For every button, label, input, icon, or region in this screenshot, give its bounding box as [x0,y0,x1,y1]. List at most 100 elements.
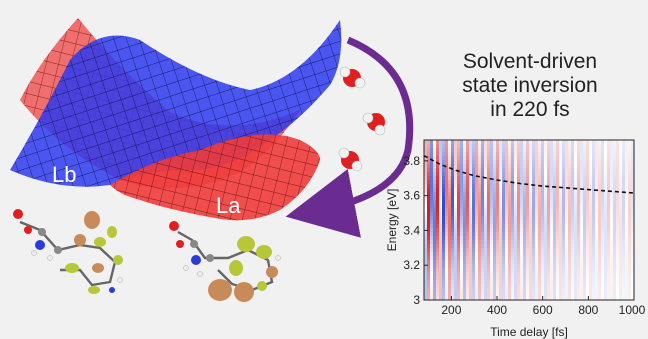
heatmap-cell [508,204,512,209]
heatmap-cell [523,244,527,249]
heatmap-cell [511,296,515,301]
heatmap-cell [544,236,548,241]
heatmap-cell [490,296,494,301]
heatmap-cell [481,172,485,177]
plot-frame [423,139,635,301]
heatmap-cell [463,292,467,297]
heatmap-cell [523,204,527,209]
heatmap-cell [493,256,497,261]
heatmap-cell [556,232,560,237]
heatmap-cell [580,256,584,261]
heatmap-cell [448,260,452,265]
heatmap-cell [577,236,581,241]
heatmap-cell [496,172,500,177]
heatmap-cell [457,204,461,209]
heatmap-cell [505,148,509,153]
heatmap-cell [538,176,542,181]
heatmap-cell [580,200,584,205]
heatmap-cell [439,168,443,173]
heatmap-cell [595,196,599,201]
heatmap-cell [466,296,470,301]
heatmap-cell [505,156,509,161]
heatmap-cell [454,296,458,301]
heatmap-cell [466,220,470,225]
heatmap-cell [577,144,581,149]
heatmap-cell [580,204,584,209]
heatmap-cell [619,276,623,281]
x-tick-label: 600 [533,303,553,317]
heatmap-cell [466,228,470,233]
heatmap-cell [430,264,434,269]
heatmap-cell [577,220,581,225]
heatmap-cell [586,288,590,293]
heatmap-cell [631,236,635,241]
heatmap-cell [586,152,590,157]
heatmap-cell [619,152,623,157]
heatmap-cell [580,172,584,177]
heatmap-cell [454,260,458,265]
heatmap-cell [619,260,623,265]
heatmap-cell [613,208,617,213]
heatmap-cell [589,176,593,181]
heatmap-cell [562,208,566,213]
heatmap-cell [568,156,572,161]
heatmap-cell [544,296,548,301]
heatmap-cell [604,172,608,177]
heatmap-cell [550,140,554,145]
heatmap-cell [541,248,545,253]
heatmap-cell [628,168,632,173]
heatmap-cell [448,216,452,221]
heatmap-cell [601,144,605,149]
heatmap-cell [550,288,554,293]
heatmap-cell [463,268,467,273]
heatmap-cell [442,284,446,289]
transient-spectrum-chart: 200 400 600 800 1000 33.23.43.63.8 Time dela… [385,139,646,339]
heatmap-cell [598,192,602,197]
heatmap-cell [586,180,590,185]
heatmap-cell [529,164,533,169]
heatmap-cell [559,144,563,149]
heatmap-cell [628,216,632,221]
heatmap-cell [433,172,437,177]
heatmap-cell [493,224,497,229]
heatmap-cell [565,208,569,213]
heatmap-cell [451,276,455,281]
heatmap-cell [496,296,500,301]
heatmap-cell [490,200,494,205]
heatmap-cell [616,296,620,301]
heatmap-cell [433,280,437,285]
heatmap-cell [442,256,446,261]
heatmap-cell [496,216,500,221]
heatmap-cell [514,228,518,233]
heatmap-cell [472,200,476,205]
heatmap-cell [445,244,449,249]
heatmap-cell [439,156,443,161]
heatmap-cell [490,152,494,157]
heatmap-cell [442,276,446,281]
heatmap-cell [478,172,482,177]
heatmap-cell [571,268,575,273]
heatmap-cell [487,188,491,193]
heatmap-cell [496,232,500,237]
heatmap-cell [598,164,602,169]
heatmap-cell [481,276,485,281]
heatmap-cell [526,164,530,169]
heatmap-cell [559,188,563,193]
heatmap-cell [478,152,482,157]
heatmap-cell [532,224,536,229]
heatmap-cell [625,180,629,185]
heatmap-cell [487,152,491,157]
heatmap-cell [607,204,611,209]
heatmap-cell [583,176,587,181]
heatmap-cell [508,244,512,249]
heatmap-cell [592,180,596,185]
heatmap-cell [520,148,524,153]
heatmap-cell [469,260,473,265]
heatmap-cell [520,204,524,209]
heatmap-cell [481,156,485,161]
heatmap-cell [469,272,473,277]
heatmap-cell [448,208,452,213]
heatmap-cell [490,180,494,185]
heatmap-cell [463,148,467,153]
heatmap-cell [592,284,596,289]
